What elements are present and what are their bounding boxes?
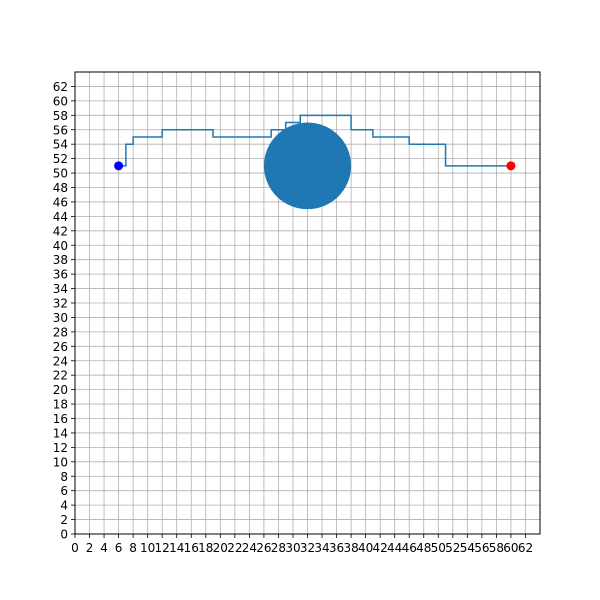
x-tick-label: 6 [115,541,123,555]
obstacles [263,122,352,210]
plot-frame [74,71,541,535]
x-tick-label: 16 [184,541,199,555]
x-tick-label: 18 [198,541,213,555]
x-tick-label: 42 [373,541,388,555]
y-tick-label: 16 [53,412,68,426]
x-tick-label: 28 [271,541,286,555]
x-tick-label: 4 [100,541,108,555]
goal-marker [506,161,516,171]
y-tick-label: 0 [60,528,68,542]
markers [114,161,516,171]
y-tick-label: 44 [53,210,68,224]
axes: 0 2 4 6 8 10 12 14 16 18 20 22 24 26 28 30 32 34 36 38 40 42 4… [53,71,541,555]
y-tick-label: 46 [53,195,68,209]
x-tick-label: 30 [285,541,300,555]
y-tick-label: 58 [53,109,68,123]
x-tick-label: 20 [213,541,228,555]
x-tick-label: 34 [314,541,329,555]
y-tick-label: 30 [53,311,68,325]
y-tick-label: 56 [53,123,68,137]
x-tick-label: 0 [71,541,79,555]
x-tick-label: 8 [129,541,137,555]
x-tick-label: 50 [431,541,446,555]
x-tick-label: 52 [445,541,460,555]
y-tick-label: 54 [53,138,68,152]
y-tick-label: 2 [60,513,68,527]
y-tick-label: 36 [53,268,68,282]
x-tick-label: 12 [155,541,170,555]
y-tick-label: 8 [60,470,68,484]
x-tick-label: 14 [169,541,184,555]
x-tick-label: 54 [460,541,475,555]
y-tick-label: 12 [53,441,68,455]
x-tick-label: 48 [416,541,431,555]
x-tick-label: 2 [86,541,94,555]
path-series [118,114,511,167]
x-tick-label: 40 [358,541,373,555]
y-tick-label: 62 [53,80,68,94]
y-tick-label: 18 [53,398,68,412]
y-tick-label: 6 [60,484,68,498]
start-marker [114,161,124,171]
x-tick-label: 62 [518,541,533,555]
x-tick-label: 24 [242,541,257,555]
y-tick-label: 40 [53,239,68,253]
x-tick-label: 60 [503,541,518,555]
y-tick-label: 20 [53,383,68,397]
grid [74,72,540,535]
x-tick-label: 38 [343,541,358,555]
y-tick-label: 10 [53,455,68,469]
y-tick-label: 42 [53,224,68,238]
y-tick-label: 60 [53,94,68,108]
y-tick-label: 26 [53,340,68,354]
x-tick-label: 32 [300,541,315,555]
y-tick-label: 24 [53,354,68,368]
x-tick-label: 22 [227,541,242,555]
y-tick-label: 48 [53,181,68,195]
y-tick-label: 4 [60,499,68,513]
x-tick-label: 46 [402,541,417,555]
path-line [118,114,511,167]
y-tick-label: 38 [53,253,68,267]
y-tick-label: 52 [53,152,68,166]
y-tick-label: 28 [53,325,68,339]
x-tick-label: 58 [489,541,504,555]
x-tick-label: 56 [474,541,489,555]
x-tick-label: 10 [140,541,155,555]
y-tick-label: 32 [53,297,68,311]
y-tick-label: 22 [53,369,68,383]
y-tick-label: 14 [53,426,68,440]
y-tick-label: 50 [53,167,68,181]
x-tick-label: 36 [329,541,344,555]
x-tick-label: 44 [387,541,402,555]
x-tick-label: 26 [256,541,271,555]
y-tick-label: 34 [53,282,68,296]
obstacle-circle [263,122,352,210]
